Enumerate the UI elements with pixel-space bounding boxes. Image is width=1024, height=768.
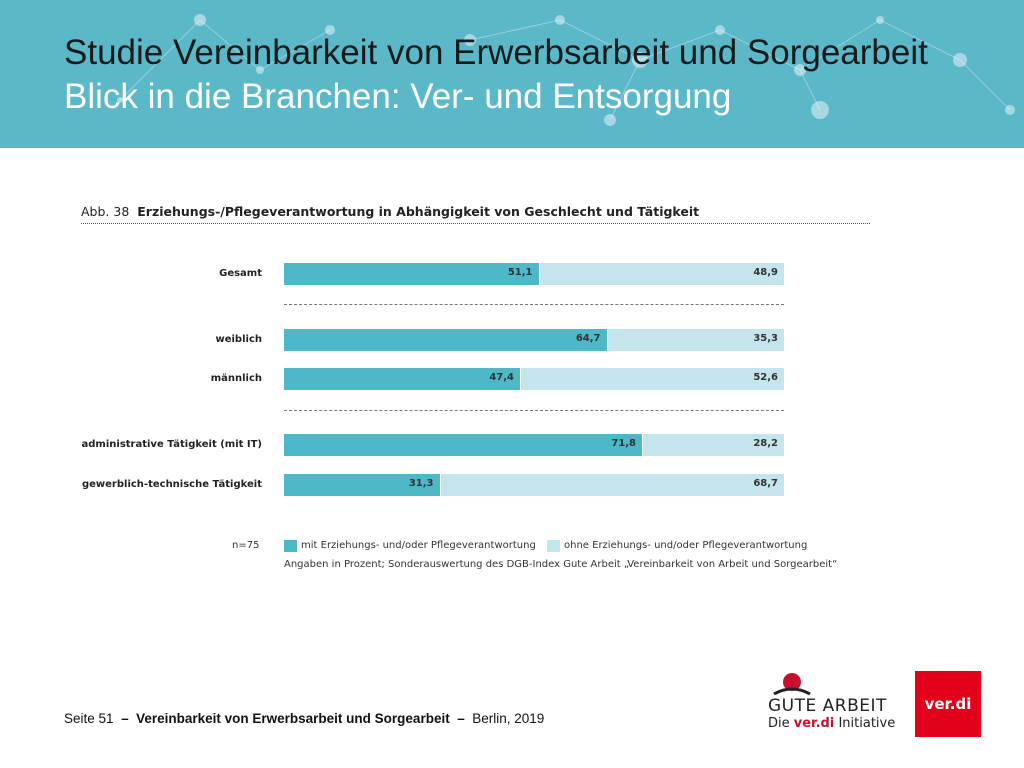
tagline-verdi: ver.di (793, 716, 835, 731)
footer-study-title: Vereinbarkeit von Erwerbsarbeit und Sorg… (136, 711, 450, 726)
bar-segment-without: 68,7 (440, 474, 784, 496)
data-label: 52,6 (753, 372, 778, 383)
category-label: weiblich (215, 334, 262, 345)
bar-segment-with: 31,3 (284, 474, 440, 496)
data-label: 35,3 (753, 333, 778, 344)
page-subtitle: Blick in die Branchen: Ver- und Entsorgu… (64, 77, 732, 116)
bar-segment-with: 51,1 (284, 263, 539, 285)
gute-arbeit-logo: GUTE ARBEIT Die ver.di Initiative (768, 670, 898, 740)
footer-place-year: Berlin, 2019 (472, 711, 545, 726)
footer: Seite 51 – Vereinbarkeit von Erwerbsarbe… (64, 711, 544, 726)
data-label: 28,2 (753, 438, 778, 449)
verdi-logo: ver.di (915, 671, 981, 737)
network-background-graphic (117, 14, 1015, 126)
figure-caption: Abb. 38 Erziehungs-/Pflegeverantwortung … (81, 204, 699, 219)
data-label: 68,7 (753, 478, 778, 489)
footer-dash-1: – (121, 711, 129, 726)
group-divider-2 (284, 410, 784, 411)
caption-divider (81, 223, 870, 224)
header-banner: Studie Vereinbarkeit von Erwerbsarbeit u… (0, 0, 1024, 148)
bar-segment-without: 35,3 (607, 329, 784, 351)
gute-arbeit-emblem-icon (773, 673, 811, 696)
data-label: 71,8 (611, 438, 636, 449)
figure-title: Erziehungs-/Pflegeverantwortung in Abhän… (137, 204, 700, 219)
source-note: Angaben in Prozent; Sonderauswertung des… (284, 559, 838, 570)
bar-segment-with: 71,8 (284, 434, 642, 456)
page-number: Seite 51 (64, 711, 114, 726)
data-label: 31,3 (408, 478, 434, 489)
figure-number: Abb. 38 (81, 204, 130, 219)
group-divider-1 (284, 304, 784, 305)
data-label: 48,9 (753, 267, 778, 278)
category-label: Gesamt (219, 268, 262, 279)
category-label: gewerblich-technische Tätigkeit (81, 479, 262, 490)
legend-swatch-without (547, 540, 560, 552)
legend-label-with: mit Erziehungs- und/oder Pflegeverantwor… (301, 540, 536, 551)
data-label: 51,1 (507, 267, 533, 278)
bar-segment-with: 64,7 (284, 329, 607, 351)
bar-segment-with: 47,4 (284, 368, 520, 390)
gute-arbeit-tagline: Die ver.di Initiative (768, 716, 895, 731)
page-title: Studie Vereinbarkeit von Erwerbsarbeit u… (64, 33, 928, 72)
gute-arbeit-wordmark: GUTE ARBEIT (768, 696, 887, 716)
bar-segment-without: 48,9 (539, 263, 784, 285)
data-label: 64,7 (575, 333, 601, 344)
footer-dash-2: – (457, 711, 465, 726)
bar-segment-without: 52,6 (521, 368, 784, 390)
legend-label-without: ohne Erziehungs- und/oder Pflegeverantwo… (564, 540, 808, 551)
category-label: männlich (210, 373, 262, 384)
sample-size-label: n=75 (232, 540, 260, 551)
tagline-die: Die (768, 716, 790, 731)
tagline-initiative: Initiative (838, 716, 896, 731)
category-label: administrative Tätigkeit (mit IT) (81, 439, 262, 450)
legend-swatch-with (284, 540, 297, 552)
data-label: 47,4 (489, 372, 514, 383)
bar-segment-without: 28,2 (643, 434, 784, 456)
